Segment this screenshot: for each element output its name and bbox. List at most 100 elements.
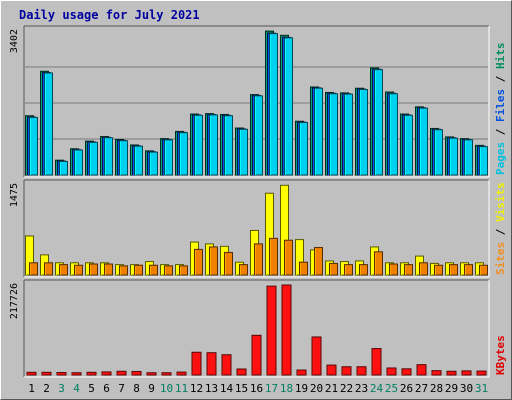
bar-body	[477, 371, 486, 375]
x-tick-label-8: 8	[133, 382, 140, 395]
bar-outline	[269, 237, 278, 276]
series-pages	[29, 33, 488, 176]
bar-body	[327, 365, 336, 375]
bar-body	[104, 137, 113, 175]
panel-visits-sites: 1475 Sites / Visits	[9, 179, 507, 278]
bar-body	[269, 238, 278, 275]
bar-outline	[329, 262, 338, 276]
bar-sites-day-27	[419, 262, 428, 276]
bar-outline	[341, 366, 352, 376]
x-tick-label-23: 23	[355, 382, 368, 395]
bar-outline	[299, 261, 308, 276]
bar-body	[314, 247, 323, 275]
bar-body	[89, 142, 98, 175]
bar-body	[117, 371, 126, 375]
bar-body	[329, 263, 338, 275]
bar-outline	[479, 146, 488, 176]
bar-body	[449, 138, 458, 175]
bar-body	[254, 95, 263, 175]
legend-visits-sites: Sites / Visits	[494, 182, 507, 275]
bar-kbytes-day-10	[161, 372, 172, 376]
bar-outline	[44, 262, 53, 276]
bar-outline	[119, 140, 128, 176]
bar-pages-day-26	[404, 114, 413, 176]
bar-kbytes-day-23	[356, 366, 367, 376]
bar-outline	[239, 128, 248, 176]
bar-sites-day-16	[254, 243, 263, 276]
bar-body	[404, 264, 413, 275]
bar-outline	[344, 264, 353, 276]
bar-pages-day-25	[389, 93, 398, 176]
x-tick-label-11: 11	[175, 382, 188, 395]
bar-outline	[44, 72, 53, 176]
chart-title: Daily usage for July 2021	[19, 8, 200, 22]
bar-outline	[416, 364, 427, 376]
bar-body	[104, 264, 113, 275]
bar-body	[267, 286, 276, 375]
bar-kbytes-day-25	[386, 367, 397, 376]
bar-kbytes-day-28	[431, 370, 442, 376]
bar-body	[179, 265, 188, 275]
y-max-label-visits-sites: 1475	[9, 183, 20, 207]
bar-body	[389, 264, 398, 275]
bar-outline	[314, 247, 323, 276]
bar-body	[342, 366, 351, 375]
bar-sites-day-19	[299, 261, 308, 276]
bar-outline	[329, 93, 338, 176]
bar-outline	[89, 263, 98, 276]
bar-body	[164, 265, 173, 275]
bar-body	[102, 371, 111, 375]
bar-outline	[479, 264, 488, 276]
bar-body	[239, 129, 248, 175]
bar-outline	[71, 372, 82, 376]
x-tick-label-10: 10	[160, 382, 173, 395]
bar-body	[284, 240, 293, 275]
bar-sites-day-28	[434, 264, 443, 276]
bar-outline	[206, 352, 217, 376]
bar-sites-day-1	[29, 262, 38, 276]
bar-body	[432, 370, 441, 375]
x-tick-label-14: 14	[220, 382, 234, 395]
bar-outline	[239, 264, 248, 276]
bar-sites-day-26	[404, 264, 413, 276]
bar-outline	[101, 371, 112, 376]
x-tick-label-30: 30	[460, 382, 473, 395]
bar-body	[74, 150, 83, 175]
bar-outline	[194, 114, 203, 176]
bar-pages-day-6	[104, 137, 113, 176]
x-tick-label-18: 18	[280, 382, 293, 395]
bar-kbytes-day-6	[101, 371, 112, 376]
bar-kbytes-day-19	[296, 369, 307, 376]
bar-body	[314, 88, 323, 175]
bar-body	[434, 265, 443, 275]
bar-body	[447, 371, 456, 375]
bar-body	[209, 246, 218, 275]
legend-part-0: Sites	[494, 242, 507, 275]
bar-body	[177, 372, 186, 375]
bar-outline	[449, 137, 458, 176]
bar-outline	[359, 88, 368, 176]
x-tick-label-16: 16	[250, 382, 263, 395]
bar-outline	[389, 263, 398, 276]
bar-body	[252, 335, 261, 375]
bar-pages-day-14	[224, 115, 233, 176]
bar-body	[282, 285, 291, 375]
bar-outline	[404, 114, 413, 176]
bar-outline	[434, 264, 443, 276]
bar-pages-day-4	[74, 149, 83, 176]
bar-outline	[389, 93, 398, 176]
bar-pages-day-10	[164, 139, 173, 176]
x-tick-label-27: 27	[415, 382, 428, 395]
bar-outline	[146, 372, 157, 376]
x-tick-label-31: 31	[475, 382, 488, 395]
bar-body	[44, 72, 53, 175]
bar-pages-day-11	[179, 132, 188, 176]
bar-kbytes-day-18	[281, 284, 292, 376]
bar-pages-day-12	[194, 114, 203, 176]
x-tick-label-2: 2	[43, 382, 50, 395]
x-tick-label-20: 20	[310, 382, 323, 395]
panel-kbytes: 217726 KBytes	[9, 279, 507, 378]
bar-sites-day-11	[179, 265, 188, 276]
bar-body	[299, 262, 308, 275]
bar-sites-day-13	[209, 246, 218, 276]
